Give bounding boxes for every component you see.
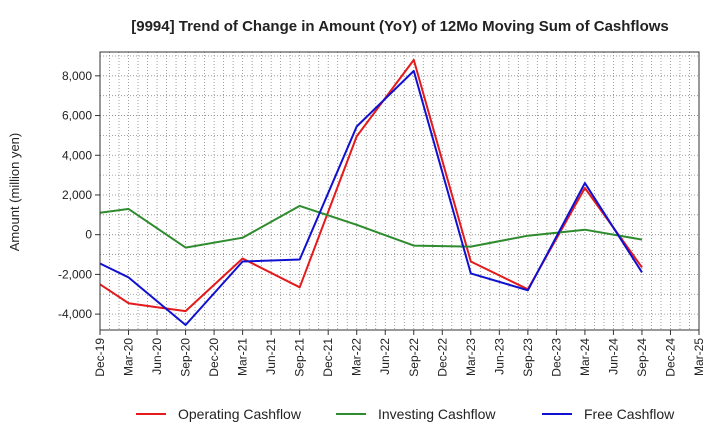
data-point: [640, 238, 643, 241]
series-free-cashflow: [99, 69, 643, 327]
x-tick-label: Mar-21: [236, 338, 250, 376]
y-tick-label: 8,000: [62, 69, 92, 83]
plot-frame: [99, 51, 700, 331]
data-point: [526, 289, 529, 292]
x-tick-label: Dec-24: [663, 338, 677, 377]
x-tick-label: Mar-23: [464, 338, 478, 376]
data-point: [583, 182, 586, 185]
x-tick-label: Sep-24: [635, 338, 649, 377]
series-investing-cashflow: [99, 204, 643, 249]
y-tick-label: -2,000: [58, 267, 92, 281]
legend: Operating Cashflow Investing Cashflow Free…: [136, 406, 675, 422]
data-point: [640, 271, 643, 274]
y-tick-label: 0: [85, 228, 92, 242]
data-point: [640, 266, 643, 269]
x-tick-label: Dec-22: [435, 338, 449, 377]
chart-title: [9994] Trend of Change in Amount (YoY) o…: [131, 18, 669, 35]
data-point: [184, 246, 187, 249]
legend-item: Free Cashflow: [542, 406, 675, 422]
x-tick-label: Sep-22: [407, 338, 421, 377]
legend-item: Operating Cashflow: [136, 406, 302, 422]
x-tick-label: Jun-20: [150, 338, 164, 375]
data-point: [184, 324, 187, 327]
data-point: [241, 257, 244, 260]
data-point: [526, 234, 529, 237]
series-line: [99, 204, 643, 249]
data-point: [355, 135, 358, 138]
series-line: [99, 58, 643, 313]
x-tick-label: Mar-22: [350, 338, 364, 376]
x-tick-label: Sep-21: [293, 338, 307, 377]
data-point: [469, 245, 472, 248]
x-tick-label: Mar-20: [122, 338, 136, 376]
x-tick-label: Sep-20: [179, 338, 193, 377]
x-tick-label: Sep-23: [521, 338, 535, 377]
data-point: [241, 260, 244, 263]
data-point: [412, 69, 415, 72]
legend-label: Investing Cashflow: [378, 406, 496, 422]
data-point: [355, 125, 358, 128]
data-point: [298, 286, 301, 289]
axis-layer: [95, 51, 700, 335]
legend-item: Investing Cashflow: [336, 406, 496, 422]
data-point: [355, 223, 358, 226]
data-point: [127, 276, 130, 279]
legend-label: Free Cashflow: [584, 406, 675, 422]
y-axis-label: Amount (million yen): [7, 133, 22, 252]
tick-label-layer: -4,000 -2,000 0 2,000 4,000 6,000 8,000 Dec-19 M…: [58, 69, 706, 377]
data-point: [127, 207, 130, 210]
x-tick-label: Dec-19: [93, 338, 107, 377]
data-point: [156, 306, 159, 309]
legend-label: Operating Cashflow: [178, 406, 302, 422]
data-point: [241, 236, 244, 239]
y-tick-label: 4,000: [62, 148, 92, 162]
series-layer: [99, 58, 643, 327]
series-line: [99, 69, 643, 326]
data-point: [469, 260, 472, 263]
data-point: [127, 302, 130, 305]
x-tick-label: Mar-25: [692, 338, 706, 376]
data-point: [184, 310, 187, 313]
x-tick-label: Jun-23: [492, 338, 506, 375]
data-point: [298, 258, 301, 261]
x-tick-label: Jun-21: [264, 338, 278, 375]
x-tick-label: Jun-24: [606, 338, 620, 375]
x-tick-label: Dec-21: [321, 338, 335, 377]
data-point: [469, 272, 472, 275]
x-tick-label: Mar-24: [578, 338, 592, 376]
x-tick-label: Dec-20: [207, 338, 221, 377]
y-tick-label: 6,000: [62, 109, 92, 123]
x-tick-label: Jun-22: [378, 338, 392, 375]
data-point: [583, 228, 586, 231]
y-tick-label: -4,000: [58, 307, 92, 321]
x-tick-label: Dec-23: [549, 338, 563, 377]
data-point: [412, 58, 415, 61]
data-point: [298, 204, 301, 207]
data-point: [412, 244, 415, 247]
grid-layer: [99, 52, 700, 330]
y-tick-label: 2,000: [62, 188, 92, 202]
